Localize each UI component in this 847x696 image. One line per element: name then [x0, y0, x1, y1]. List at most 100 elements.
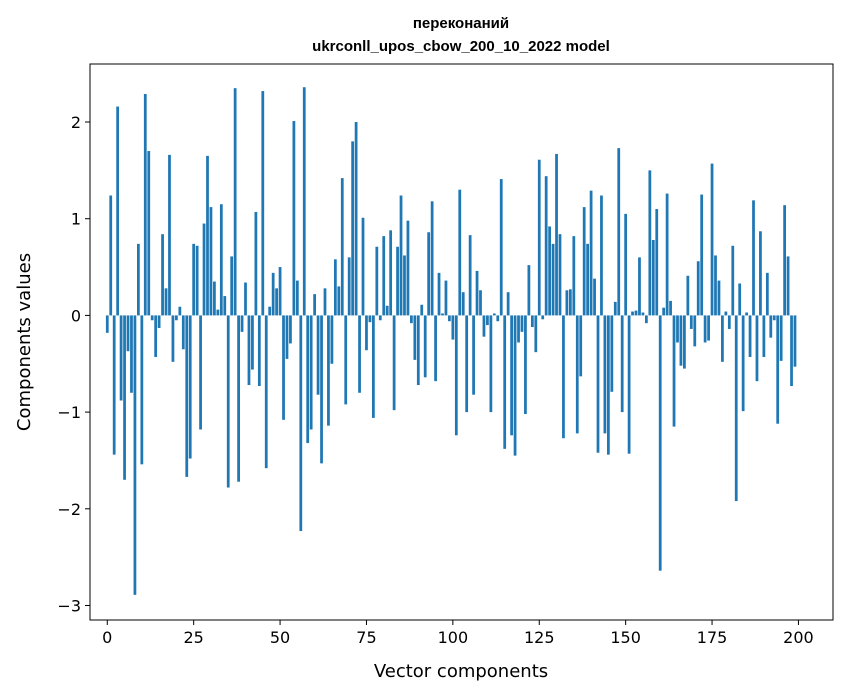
bar-component-126	[541, 315, 545, 320]
bar-component-77	[371, 315, 375, 418]
bar-component-108	[479, 290, 482, 316]
bar-component-130	[555, 153, 558, 316]
bar-component-7	[130, 315, 133, 393]
bar-component-35	[226, 315, 230, 488]
bar-component-184	[741, 315, 745, 412]
y-tick-label: −1	[57, 403, 81, 422]
bar-component-189	[759, 231, 762, 316]
bar-component-8	[133, 315, 137, 595]
bar-component-197	[786, 256, 790, 316]
bar-component-67	[337, 286, 341, 316]
bar-component-102	[458, 189, 462, 316]
bar-component-115	[503, 315, 507, 449]
bar-component-186	[748, 315, 752, 357]
bar-component-87	[406, 220, 410, 316]
bar-component-69	[344, 315, 348, 405]
bar-component-74	[361, 217, 365, 316]
bar-component-172	[700, 194, 704, 316]
y-tick-label: 1	[71, 210, 81, 229]
bar-component-168	[686, 275, 690, 316]
bar-component-175	[710, 163, 714, 316]
bar-component-103	[461, 292, 465, 316]
bar-component-164	[672, 315, 676, 427]
bar-component-56	[299, 315, 303, 532]
bar-component-46	[264, 315, 268, 469]
bar-component-140	[589, 190, 593, 316]
bar-component-2	[112, 315, 116, 455]
bar-component-150	[624, 213, 628, 316]
bar-component-93	[427, 232, 431, 316]
y-tick-label: 2	[71, 113, 81, 132]
bar-component-161	[662, 307, 666, 316]
bar-component-65	[330, 315, 334, 364]
bar-component-36	[230, 256, 234, 316]
bar-component-106	[472, 315, 475, 395]
bar-component-111	[489, 315, 493, 413]
bar-component-113	[496, 315, 500, 322]
bar-component-66	[333, 259, 337, 316]
bar-component-151	[627, 315, 631, 454]
bar-component-101	[454, 315, 458, 436]
bar-component-173	[703, 315, 707, 343]
x-axis-ticks: 0 25 50 75 100 125 150 175 200	[102, 620, 814, 647]
bar-component-177	[717, 280, 721, 316]
bar-component-22	[181, 315, 185, 350]
bar-component-33	[219, 204, 223, 316]
bar-component-26	[195, 245, 199, 316]
y-axis-ticks: −3 −2 −1 0 1 2	[57, 113, 90, 615]
bar-component-174	[707, 315, 710, 341]
bar-component-79	[378, 315, 382, 321]
bar-component-135	[572, 236, 576, 316]
bar-component-182	[734, 315, 738, 502]
bar-component-160	[658, 315, 662, 571]
bar-component-139	[586, 243, 590, 316]
bar-component-176	[714, 255, 717, 316]
bar-component-21	[178, 306, 182, 316]
bar-component-10	[140, 315, 144, 465]
x-tick-label: 175	[697, 628, 728, 647]
bar-component-122	[527, 265, 531, 316]
bar-component-31	[213, 281, 216, 316]
bar-component-73	[358, 315, 361, 393]
bar-component-50	[278, 267, 282, 316]
bar-component-195	[779, 315, 783, 361]
bar-component-179	[724, 311, 728, 316]
bar-component-41	[247, 315, 251, 386]
bar-component-154	[638, 257, 641, 316]
bar-component-117	[510, 315, 513, 436]
bar-component-163	[669, 300, 672, 316]
bar-component-6	[126, 315, 130, 352]
bar-component-107	[475, 270, 479, 316]
bar-component-27	[199, 315, 202, 430]
bar-component-131	[558, 234, 562, 316]
bar-component-165	[676, 315, 679, 343]
bar-component-54	[292, 121, 296, 316]
bar-component-45	[261, 91, 265, 316]
bar-component-85	[399, 195, 403, 316]
bar-component-53	[289, 315, 292, 344]
bar-component-19	[171, 315, 175, 362]
bar-component-62	[320, 315, 323, 464]
x-tick-label: 150	[610, 628, 641, 647]
bar-component-25	[192, 243, 196, 316]
bar-component-5	[123, 315, 126, 480]
bar-component-181	[731, 245, 735, 316]
bar-component-124	[534, 315, 538, 353]
bar-component-129	[551, 243, 555, 316]
bar-component-86	[403, 255, 406, 316]
chart-title-line1: переконаний	[413, 15, 509, 32]
bar-component-1	[109, 195, 113, 316]
bar-component-123	[530, 315, 534, 328]
bar-component-13	[150, 315, 154, 321]
bar-component-169	[689, 315, 693, 329]
bar-component-152	[631, 311, 634, 316]
bar-component-147	[613, 301, 617, 316]
bar-component-153	[634, 310, 638, 316]
bar-component-40	[244, 282, 247, 316]
bar-component-0	[105, 315, 109, 333]
bar-component-198	[790, 315, 793, 386]
bar-component-162	[665, 193, 669, 316]
bar-component-91	[420, 304, 424, 316]
bar-component-148	[617, 148, 621, 316]
bar-component-84	[396, 246, 399, 316]
